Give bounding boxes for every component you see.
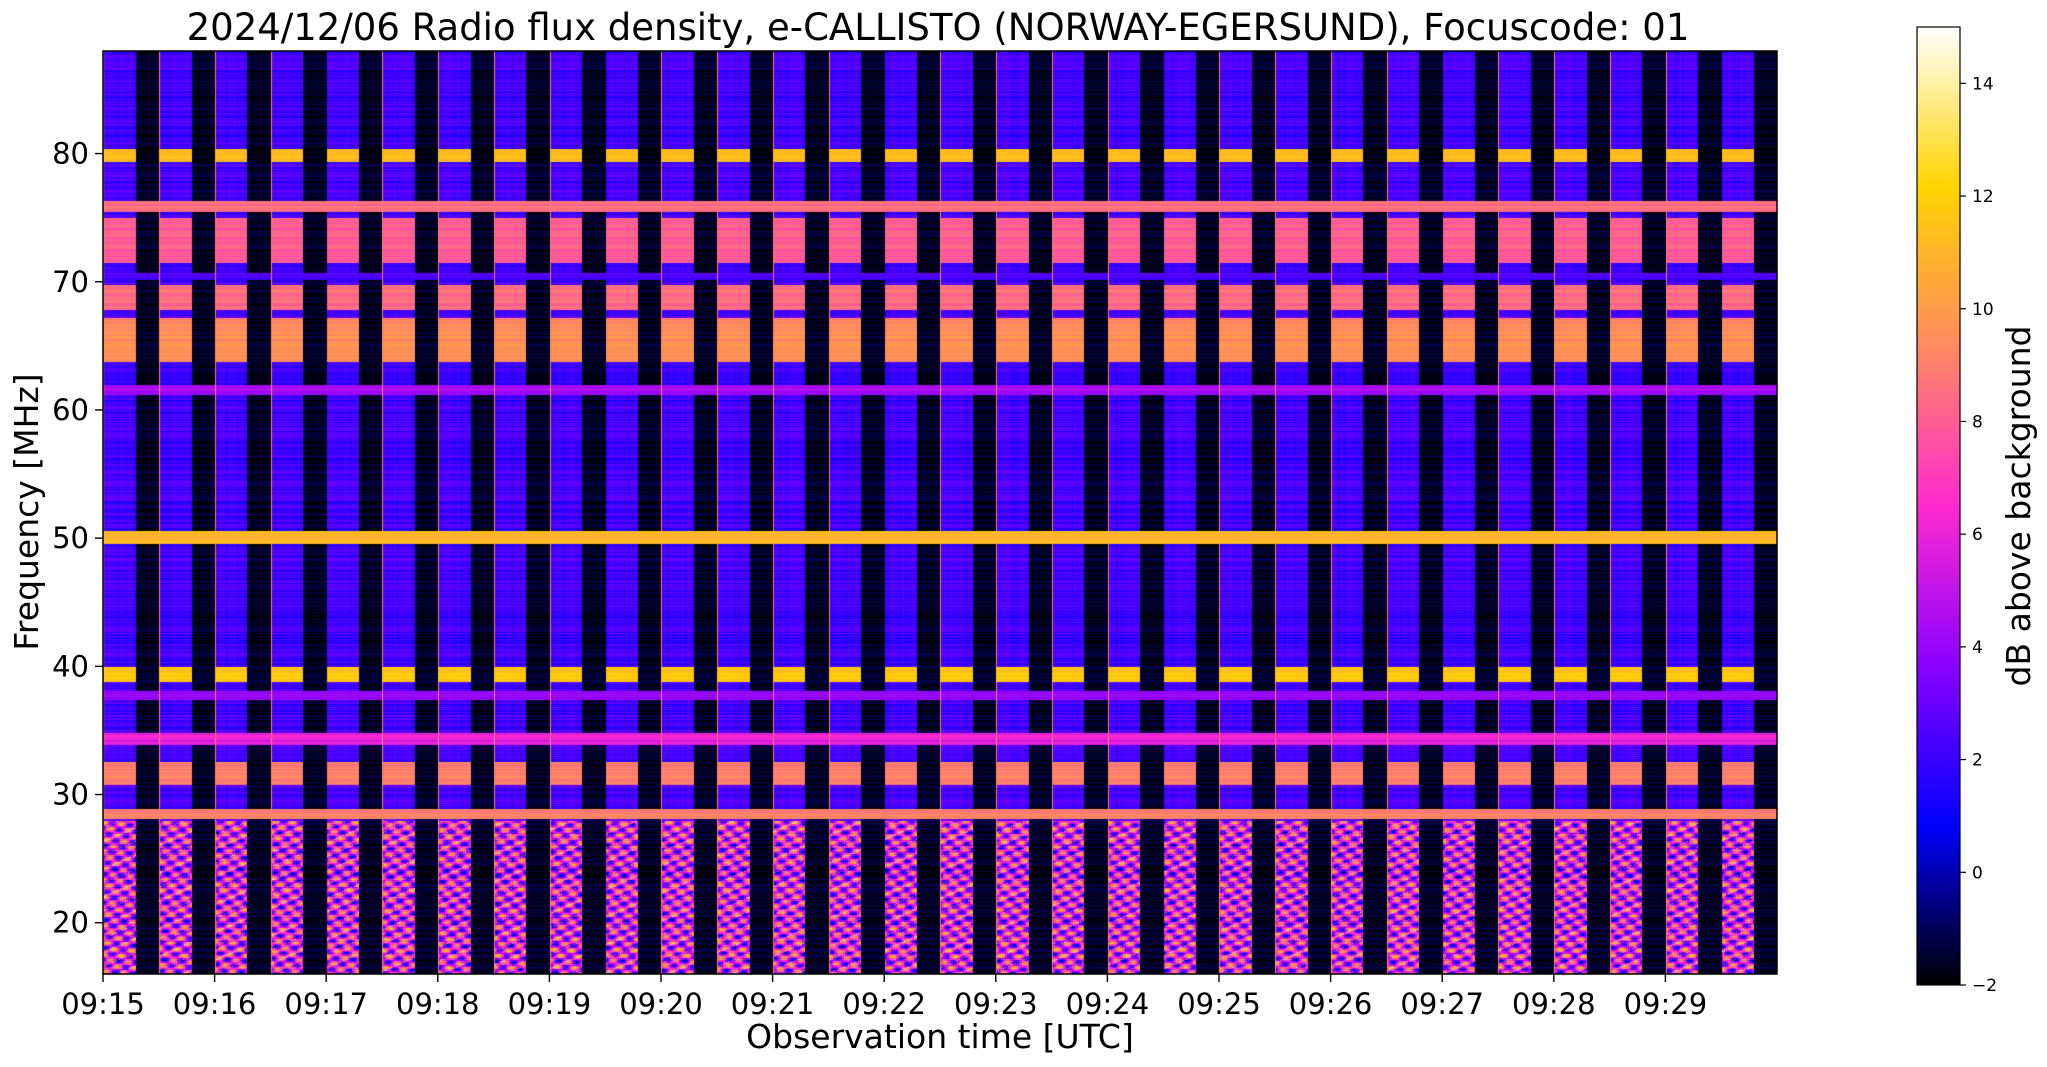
x-tick-label: 09:18 [396, 987, 480, 1021]
x-tick-label: 09:27 [1400, 987, 1484, 1021]
x-tick-label: 09:19 [508, 987, 592, 1021]
y-tick-label: 60 [52, 393, 89, 427]
y-tick-label: 40 [52, 649, 89, 683]
x-tick-label: 09:22 [842, 987, 926, 1021]
y-tick-label: 20 [52, 906, 89, 940]
x-tick-label: 09:21 [731, 987, 815, 1021]
colorbar-tick-label: 2 [1972, 751, 1983, 771]
colorbar: −2 0 2 4 6 8 10 12 14 dB above background [1916, 26, 2038, 996]
colorbar-tick-label: 12 [1972, 187, 1994, 207]
x-tick-label: 09:26 [1289, 987, 1373, 1021]
x-tick-label: 09:23 [954, 987, 1038, 1021]
chart-title: 2024/12/06 Radio flux density, e-CALLIST… [187, 6, 1690, 49]
x-axis: 09:15 09:16 09:17 09:18 09:19 09:20 09:21 09:22… [61, 974, 1707, 1021]
plot-area [102, 50, 1778, 975]
x-tick-label: 09:16 [173, 987, 257, 1021]
plot-frame [102, 50, 1778, 975]
colorbar-frame [1916, 26, 1961, 986]
title-group: 2024/12/06 Radio flux density, e-CALLIST… [187, 6, 1690, 49]
y-axis-label: Frequency [MHz] [7, 373, 46, 650]
x-axis-label: Observation time [UTC] [746, 1017, 1134, 1056]
colorbar-tick-label: −2 [1972, 976, 1997, 996]
x-tick-label: 09:28 [1512, 987, 1596, 1021]
colorbar-gradient [1917, 27, 1960, 985]
x-tick-label: 09:20 [619, 987, 703, 1021]
colorbar-tick-label: 14 [1972, 74, 1994, 94]
y-tick-label: 30 [52, 778, 89, 812]
colorbar-tick-label: 8 [1972, 412, 1983, 432]
x-tick-label: 09:25 [1177, 987, 1261, 1021]
spectrogram-heatmap [103, 51, 1777, 974]
colorbar-tick-label: 6 [1972, 525, 1983, 545]
colorbar-tick-label: 4 [1972, 638, 1983, 658]
colorbar-label: dB above background [1999, 326, 2038, 687]
y-tick-label: 80 [52, 137, 89, 171]
x-tick-label: 09:24 [1066, 987, 1150, 1021]
colorbar-tick-label: 0 [1972, 863, 1983, 883]
y-tick-label: 70 [52, 265, 89, 299]
y-axis: 20 30 40 50 60 70 80 [52, 137, 103, 940]
colorbar-ticks: −2 0 2 4 6 8 10 12 14 [1960, 74, 1997, 996]
colorbar-tick-label: 10 [1972, 300, 1994, 320]
spectrogram-image-container [103, 51, 1777, 974]
x-tick-label: 09:15 [61, 987, 145, 1021]
x-tick-label: 09:29 [1624, 987, 1708, 1021]
x-tick-label: 09:17 [284, 987, 368, 1021]
y-tick-label: 50 [52, 521, 89, 555]
